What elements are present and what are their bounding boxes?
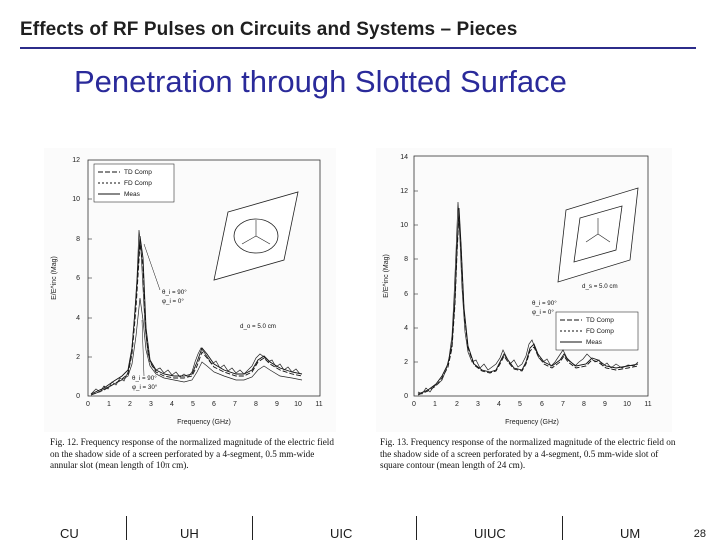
fig12-xtick-3: 3 — [149, 401, 153, 408]
fig13-ytick-2: 2 — [404, 359, 408, 366]
fig12-legend-fd: FD Comp — [124, 180, 152, 187]
fig13-xtick-11: 11 — [644, 401, 651, 408]
footer-divider — [562, 516, 563, 540]
fig13-ytick-4: 4 — [404, 325, 408, 332]
fig13-ytick-0: 0 — [404, 393, 408, 400]
fig12-legend-td: TD Comp — [124, 169, 152, 176]
footer-item-um: UM — [620, 526, 641, 541]
fig13-legend-meas: Meas — [586, 339, 603, 346]
fig13-legend-td: TD Comp — [586, 317, 614, 324]
fig13-xtick-5: 5 — [518, 401, 522, 408]
footer-item-cu: CU — [60, 526, 79, 541]
fig12-ylabel: E/E^inc (Mag) — [51, 256, 58, 300]
fig13-ylabel: E/E^inc (Mag) — [383, 254, 390, 298]
figure-12-svg: 0 2 4 6 8 10 12 0 1 2 3 4 5 6 7 8 9 10 1… — [51, 157, 323, 426]
fig12-xtick-1: 1 — [107, 401, 111, 408]
fig12-xtick-2: 2 — [128, 401, 132, 408]
fig12-legend-meas: Meas — [124, 191, 141, 198]
fig12-ytick-2: 2 — [76, 354, 80, 361]
fig13-xtick-4: 4 — [497, 401, 501, 408]
header-title: Effects of RF Pulses on Circuits and Sys… — [20, 19, 518, 40]
fig13-annot-theta: θ_i = 90° — [532, 300, 557, 307]
figure-12-plot: 0 2 4 6 8 10 12 0 1 2 3 4 5 6 7 8 9 10 1… — [44, 148, 336, 432]
fig12-xtick-11: 11 — [315, 401, 322, 408]
footer-item-uic: UIC — [330, 526, 353, 541]
fig12-ytick-12: 12 — [72, 157, 80, 164]
fig13-xlabel: Frequency (GHz) — [505, 419, 559, 426]
fig13-annot-phi: φ_i = 0° — [532, 309, 554, 316]
fig12-xtick-7: 7 — [233, 401, 237, 408]
fig12-annot-theta-bottom: θ_i = 90° — [132, 375, 157, 382]
fig13-xtick-1: 1 — [433, 401, 437, 408]
fig12-annot-theta-top: θ_i = 90° — [162, 289, 187, 296]
footer-item-uh: UH — [180, 526, 199, 541]
fig12-xtick-9: 9 — [275, 401, 279, 408]
fig12-xtick-6: 6 — [212, 401, 216, 408]
slide-title: Penetration through Slotted Surface — [74, 64, 567, 99]
fig13-ytick-8: 8 — [404, 256, 408, 263]
fig12-ytick-0: 0 — [76, 393, 80, 400]
fig13-ytick-6: 6 — [404, 291, 408, 298]
fig12-xtick-0: 0 — [86, 401, 90, 408]
fig12-xtick-5: 5 — [191, 401, 195, 408]
fig13-xtick-9: 9 — [603, 401, 607, 408]
fig13-ytick-12: 12 — [400, 188, 408, 195]
footer-divider — [252, 516, 253, 540]
fig13-inset-diagram — [557, 187, 639, 283]
fig13-xtick-0: 0 — [412, 401, 416, 408]
figure-13-caption: Fig. 13. Frequency response of the norma… — [380, 437, 676, 470]
fig12-ytick-4: 4 — [76, 315, 80, 322]
fig13-legend-fd: FD Comp — [586, 328, 614, 335]
figure-13-svg: 0 2 4 6 8 10 12 14 0 1 2 3 4 5 6 7 8 9 1… — [383, 154, 652, 426]
fig13-xtick-7: 7 — [561, 401, 565, 408]
fig13-xtick-6: 6 — [540, 401, 544, 408]
fig13-annot-d: d_s = 5.0 cm — [582, 283, 618, 290]
fig12-xtick-10: 10 — [294, 401, 302, 408]
fig12-xtick-8: 8 — [254, 401, 258, 408]
fig12-xtick-4: 4 — [170, 401, 174, 408]
fig12-inset-diagram — [213, 191, 299, 281]
footer-divider — [126, 516, 127, 540]
fig13-xtick-3: 3 — [476, 401, 480, 408]
fig12-xlabel: Frequency (GHz) — [177, 419, 231, 426]
fig13-xtick-2: 2 — [455, 401, 459, 408]
fig12-annot-phi-bottom: φ_i = 30° — [132, 384, 158, 391]
figure-12-caption: Fig. 12. Frequency response of the norma… — [50, 437, 334, 470]
footer-bar: CU UH UIC UIUC UM 28 — [0, 514, 720, 541]
fig13-ytick-14: 14 — [400, 154, 408, 161]
fig12-ytick-6: 6 — [76, 275, 80, 282]
figure-13-plot: 0 2 4 6 8 10 12 14 0 1 2 3 4 5 6 7 8 9 1… — [376, 148, 672, 432]
header-rule — [20, 47, 696, 49]
fig13-xtick-10: 10 — [623, 401, 631, 408]
footer-divider — [416, 516, 417, 540]
fig13-xtick-8: 8 — [582, 401, 586, 408]
fig12-annot-d: d_o = 5.0 cm — [240, 323, 276, 330]
fig12-ytick-8: 8 — [76, 236, 80, 243]
page-number: 28 — [693, 528, 706, 540]
footer-item-uiuc: UIUC — [474, 526, 506, 541]
fig12-ytick-10: 10 — [72, 196, 80, 203]
fig13-ytick-10: 10 — [400, 222, 408, 229]
fig12-annot-phi-top: φ_i = 0° — [162, 298, 184, 305]
